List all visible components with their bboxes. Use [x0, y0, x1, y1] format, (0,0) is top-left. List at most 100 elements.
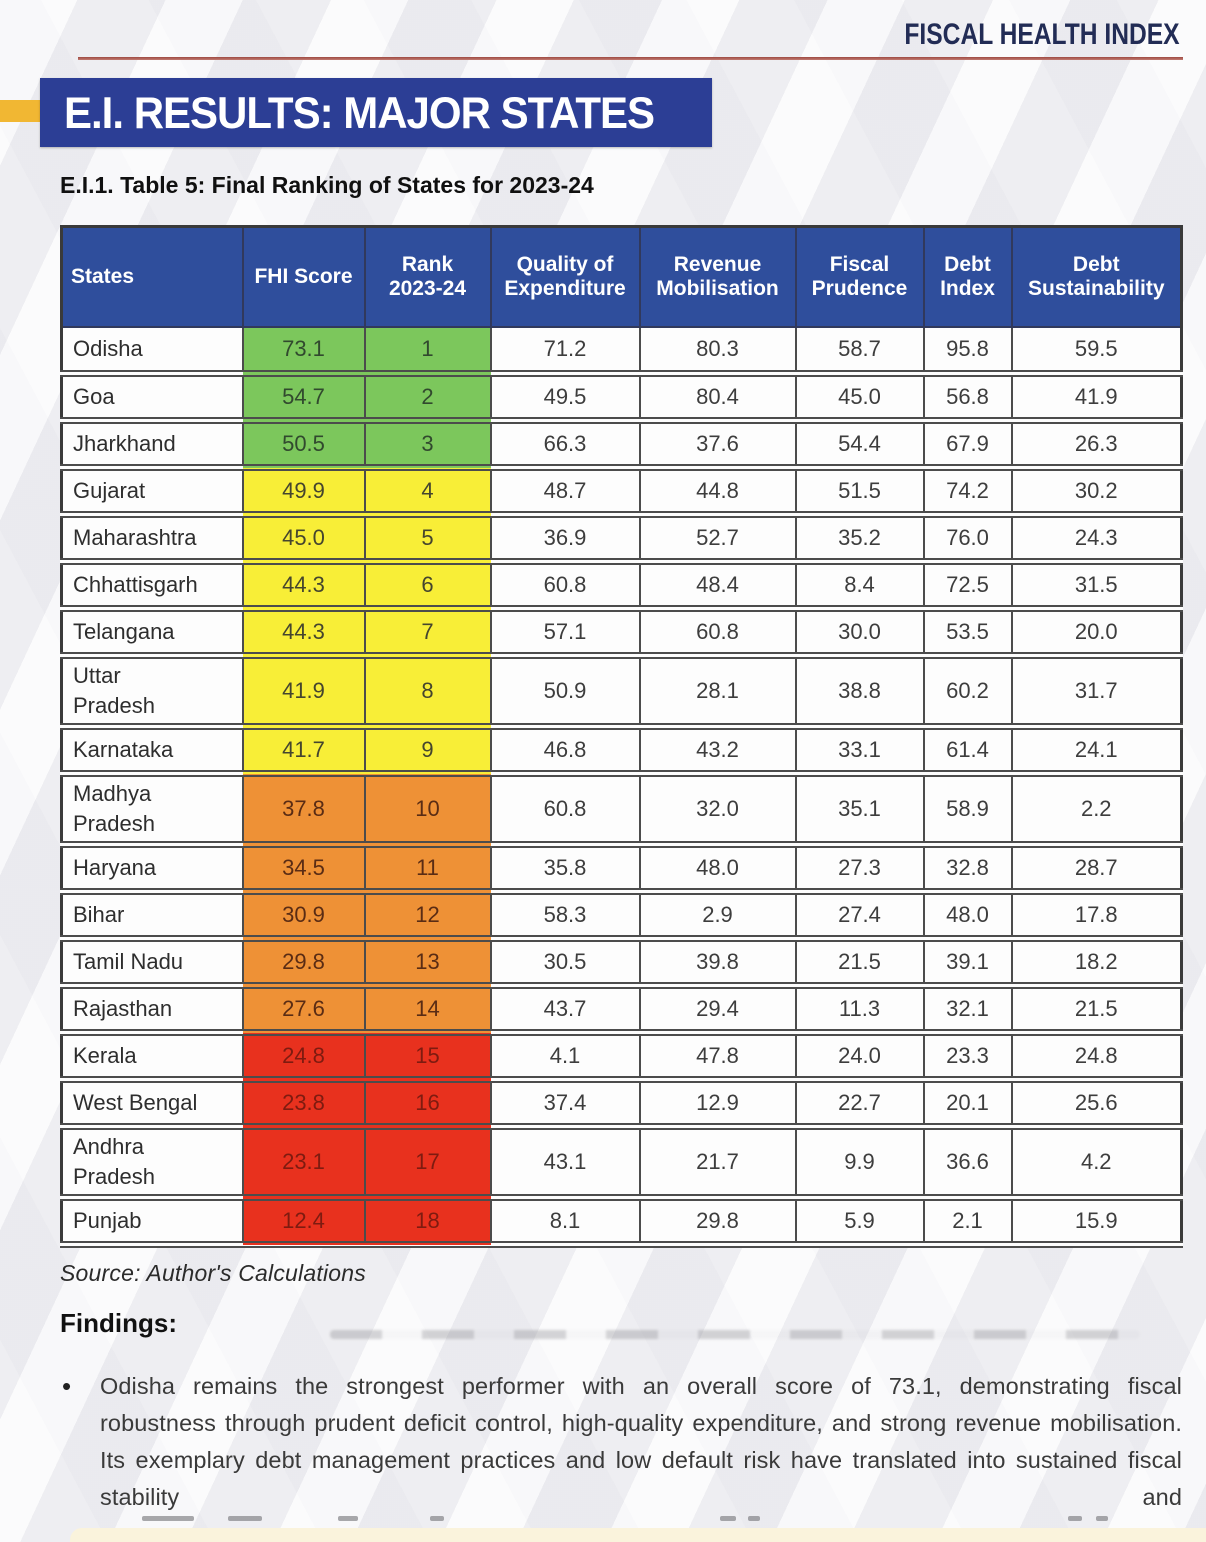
revenue-mobilisation-cell: 43.2 — [638, 726, 797, 777]
debt-sustainability-cell: 28.7 — [1010, 844, 1183, 895]
debt-sustainability-cell: 26.3 — [1010, 420, 1183, 471]
rank-cell: 10 — [363, 773, 492, 848]
state-cell: Madhya Pradesh — [60, 773, 244, 848]
revenue-mobilisation-cell: 29.4 — [638, 985, 797, 1036]
revenue-mobilisation-cell: 2.9 — [638, 891, 797, 942]
brand-underline-rule — [78, 57, 1183, 60]
quality-of-expenditure-cell: 60.8 — [489, 561, 641, 612]
quality-of-expenditure-cell: 30.5 — [489, 938, 641, 989]
state-cell: Goa — [60, 373, 244, 424]
fhi-score-cell: 45.0 — [241, 514, 366, 565]
revenue-mobilisation-cell: 39.8 — [638, 938, 797, 989]
debt-index-cell: 95.8 — [922, 326, 1013, 377]
revenue-mobilisation-cell: 80.3 — [638, 326, 797, 377]
state-cell: Haryana — [60, 844, 244, 895]
fhi-score-cell: 44.3 — [241, 608, 366, 659]
state-cell: Jharkhand — [60, 420, 244, 471]
debt-index-cell: 56.8 — [922, 373, 1013, 424]
column-header: Debt Sustainability — [1010, 225, 1183, 328]
fiscal-prudence-cell: 38.8 — [794, 655, 925, 730]
fiscal-prudence-cell: 8.4 — [794, 561, 925, 612]
state-cell: Maharashtra — [60, 514, 244, 565]
fhi-score-cell: 23.1 — [241, 1126, 366, 1201]
table-row: Jharkhand 50.5 3 66.3 37.6 54.4 67.9 26.3 — [60, 420, 1183, 471]
fiscal-prudence-cell: 9.9 — [794, 1126, 925, 1201]
table-caption: E.I.1. Table 5: Final Ranking of States … — [60, 172, 594, 198]
fhi-score-cell: 24.8 — [241, 1032, 366, 1083]
debt-index-cell: 32.8 — [922, 844, 1013, 895]
debt-sustainability-cell: 20.0 — [1010, 608, 1183, 659]
rank-cell: 17 — [363, 1126, 492, 1201]
quality-of-expenditure-cell: 43.1 — [489, 1126, 641, 1201]
debt-index-cell: 36.6 — [922, 1126, 1013, 1201]
fhi-score-cell: 73.1 — [241, 326, 366, 377]
rank-cell: 6 — [363, 561, 492, 612]
debt-sustainability-cell: 24.3 — [1010, 514, 1183, 565]
revenue-mobilisation-cell: 48.0 — [638, 844, 797, 895]
fhi-score-cell: 50.5 — [241, 420, 366, 471]
fhi-score-cell: 27.6 — [241, 985, 366, 1036]
fiscal-prudence-cell: 5.9 — [794, 1197, 925, 1248]
fhi-score-cell: 37.8 — [241, 773, 366, 848]
quality-of-expenditure-cell: 46.8 — [489, 726, 641, 777]
revenue-mobilisation-cell: 28.1 — [638, 655, 797, 730]
debt-index-cell: 23.3 — [922, 1032, 1013, 1083]
table-row: Maharashtra 45.0 5 36.9 52.7 35.2 76.0 24.3 — [60, 514, 1183, 565]
table-row: Kerala 24.8 15 4.1 47.8 24.0 23.3 24.8 — [60, 1032, 1183, 1083]
revenue-mobilisation-cell: 48.4 — [638, 561, 797, 612]
debt-sustainability-cell: 2.2 — [1010, 773, 1183, 848]
table-row: Goa 54.7 2 49.5 80.4 45.0 56.8 41.9 — [60, 373, 1183, 424]
quality-of-expenditure-cell: 58.3 — [489, 891, 641, 942]
rank-cell: 5 — [363, 514, 492, 565]
column-header: Rank 2023-24 — [363, 225, 492, 328]
rank-cell: 13 — [363, 938, 492, 989]
fhi-score-cell: 29.8 — [241, 938, 366, 989]
fhi-score-cell: 44.3 — [241, 561, 366, 612]
fhi-score-cell: 41.9 — [241, 655, 366, 730]
debt-index-cell: 72.5 — [922, 561, 1013, 612]
rank-cell: 11 — [363, 844, 492, 895]
findings-heading: Findings: — [60, 1308, 177, 1338]
debt-sustainability-cell: 4.2 — [1010, 1126, 1183, 1201]
fiscal-prudence-cell: 21.5 — [794, 938, 925, 989]
findings-bullet-text: Odisha remains the strongest performer w… — [100, 1373, 1182, 1510]
revenue-mobilisation-cell: 60.8 — [638, 608, 797, 659]
quality-of-expenditure-cell: 43.7 — [489, 985, 641, 1036]
revenue-mobilisation-cell: 80.4 — [638, 373, 797, 424]
rank-cell: 8 — [363, 655, 492, 730]
state-cell: Tamil Nadu — [60, 938, 244, 989]
fhi-score-cell: 12.4 — [241, 1197, 366, 1248]
rank-cell: 7 — [363, 608, 492, 659]
fhi-score-cell: 30.9 — [241, 891, 366, 942]
highlight-band — [70, 1528, 1206, 1542]
quality-of-expenditure-cell: 49.5 — [489, 373, 641, 424]
state-cell: Punjab — [60, 1197, 244, 1248]
rank-cell: 18 — [363, 1197, 492, 1248]
debt-index-cell: 39.1 — [922, 938, 1013, 989]
debt-index-cell: 76.0 — [922, 514, 1013, 565]
state-cell: Uttar Pradesh — [60, 655, 244, 730]
quality-of-expenditure-cell: 60.8 — [489, 773, 641, 848]
clipped-line-fragments — [100, 1515, 1180, 1523]
quality-of-expenditure-cell: 57.1 — [489, 608, 641, 659]
fhi-score-cell: 23.8 — [241, 1079, 366, 1130]
debt-sustainability-cell: 59.5 — [1010, 326, 1183, 377]
rank-cell: 2 — [363, 373, 492, 424]
quality-of-expenditure-cell: 35.8 — [489, 844, 641, 895]
debt-index-cell: 48.0 — [922, 891, 1013, 942]
fiscal-prudence-cell: 27.3 — [794, 844, 925, 895]
quality-of-expenditure-cell: 36.9 — [489, 514, 641, 565]
fiscal-prudence-cell: 33.1 — [794, 726, 925, 777]
fiscal-prudence-cell: 35.2 — [794, 514, 925, 565]
fiscal-prudence-cell: 24.0 — [794, 1032, 925, 1083]
findings-bullet-item: • Odisha remains the strongest performer… — [62, 1368, 1182, 1516]
rank-cell: 3 — [363, 420, 492, 471]
source-note: Source: Author's Calculations — [60, 1260, 366, 1286]
column-header: Quality of Expenditure — [489, 225, 641, 328]
fhi-score-cell: 49.9 — [241, 467, 366, 518]
state-cell: Andhra Pradesh — [60, 1126, 244, 1201]
debt-index-cell: 2.1 — [922, 1197, 1013, 1248]
column-header: FHI Score — [241, 225, 366, 328]
debt-sustainability-cell: 24.8 — [1010, 1032, 1183, 1083]
debt-index-cell: 67.9 — [922, 420, 1013, 471]
